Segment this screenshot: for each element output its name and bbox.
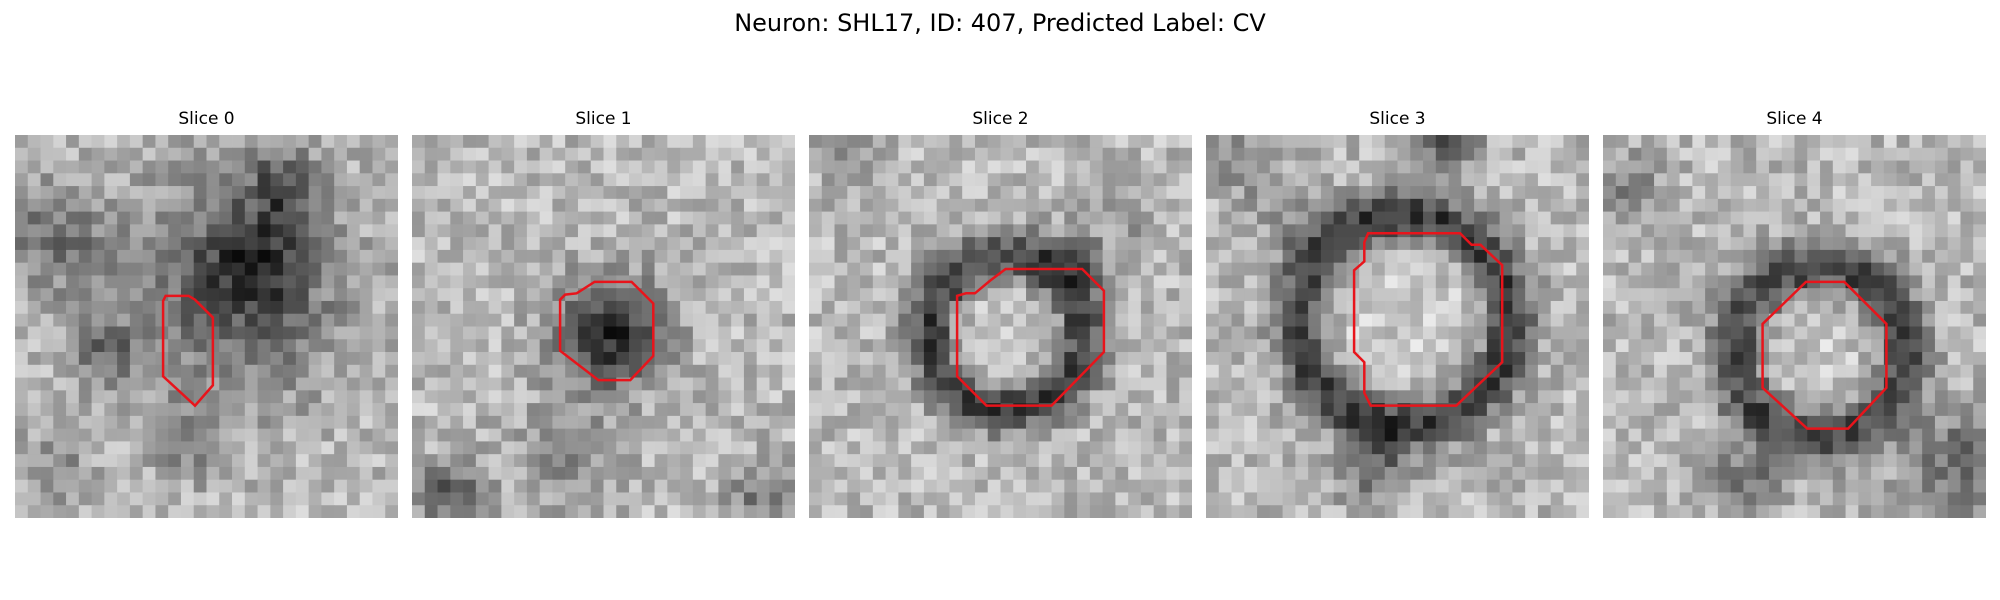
slice-title-0: Slice 0 bbox=[178, 109, 235, 129]
segmentation-contour-1 bbox=[560, 282, 653, 380]
slice-title-2: Slice 2 bbox=[972, 109, 1029, 129]
grayscale-pixels-1 bbox=[412, 135, 795, 518]
slice-image-4 bbox=[1603, 135, 1986, 518]
segmentation-contour-4 bbox=[1763, 282, 1887, 429]
slice-panel-3: Slice 3 bbox=[1206, 108, 1589, 518]
slice-title-3: Slice 3 bbox=[1369, 109, 1426, 129]
segmentation-contour-3 bbox=[1354, 233, 1502, 405]
grayscale-pixels-0 bbox=[15, 135, 398, 518]
grayscale-pixels-2 bbox=[809, 135, 1192, 518]
slice-panel-1: Slice 1 bbox=[412, 108, 795, 518]
slice-panel-4: Slice 4 bbox=[1603, 108, 1986, 518]
slice-panel-0: Slice 0 bbox=[15, 108, 398, 518]
figure-title: Neuron: SHL17, ID: 407, Predicted Label:… bbox=[734, 9, 1266, 37]
slice-image-1 bbox=[412, 135, 795, 518]
grayscale-pixels-3 bbox=[1206, 135, 1589, 518]
slice-image-0 bbox=[15, 135, 398, 518]
grayscale-pixels-4 bbox=[1603, 135, 1986, 518]
segmentation-contour-0 bbox=[163, 296, 213, 406]
slice-panel-2: Slice 2 bbox=[809, 108, 1192, 518]
slice-image-2 bbox=[809, 135, 1192, 518]
slice-image-3 bbox=[1206, 135, 1589, 518]
segmentation-contour-2 bbox=[957, 269, 1104, 406]
slice-title-1: Slice 1 bbox=[575, 109, 632, 129]
slice-title-4: Slice 4 bbox=[1766, 109, 1823, 129]
